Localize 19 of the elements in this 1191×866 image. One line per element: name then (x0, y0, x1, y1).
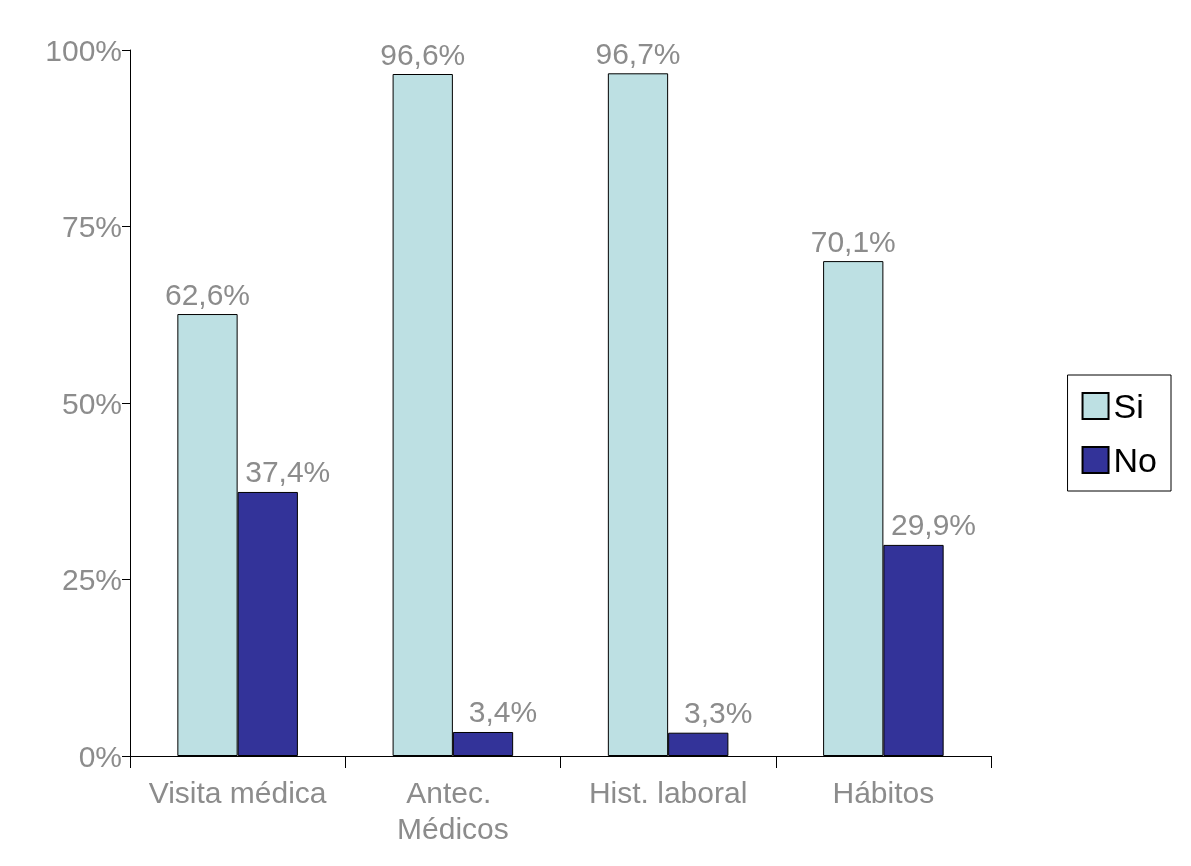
x-tick-label: Hábitos (832, 775, 935, 809)
x-tick-label: Antec. Médicos (397, 775, 509, 845)
y-tick-label: 25% (61, 563, 122, 596)
data-label: 3,3% (684, 696, 753, 730)
data-label: 62,6% (164, 277, 251, 311)
data-label: 96,7% (595, 36, 681, 70)
data-label: 37,4% (245, 455, 331, 489)
y-tick-label: 75% (61, 210, 122, 243)
x-tick-label: Visita médica (148, 775, 327, 809)
y-tick-label: 0% (78, 739, 122, 773)
data-label: 96,6% (380, 37, 466, 71)
data-label: 3,4% (468, 695, 538, 729)
legend-label: No (1113, 441, 1158, 479)
x-tick-label: Hist. laboral (588, 775, 748, 809)
y-tick-label: 50% (61, 386, 122, 420)
y-tick-label: 100% (45, 33, 122, 67)
legend-label: Si (1113, 387, 1144, 425)
data-label: 29,9% (890, 508, 977, 542)
data-label: 70,1% (810, 224, 896, 258)
